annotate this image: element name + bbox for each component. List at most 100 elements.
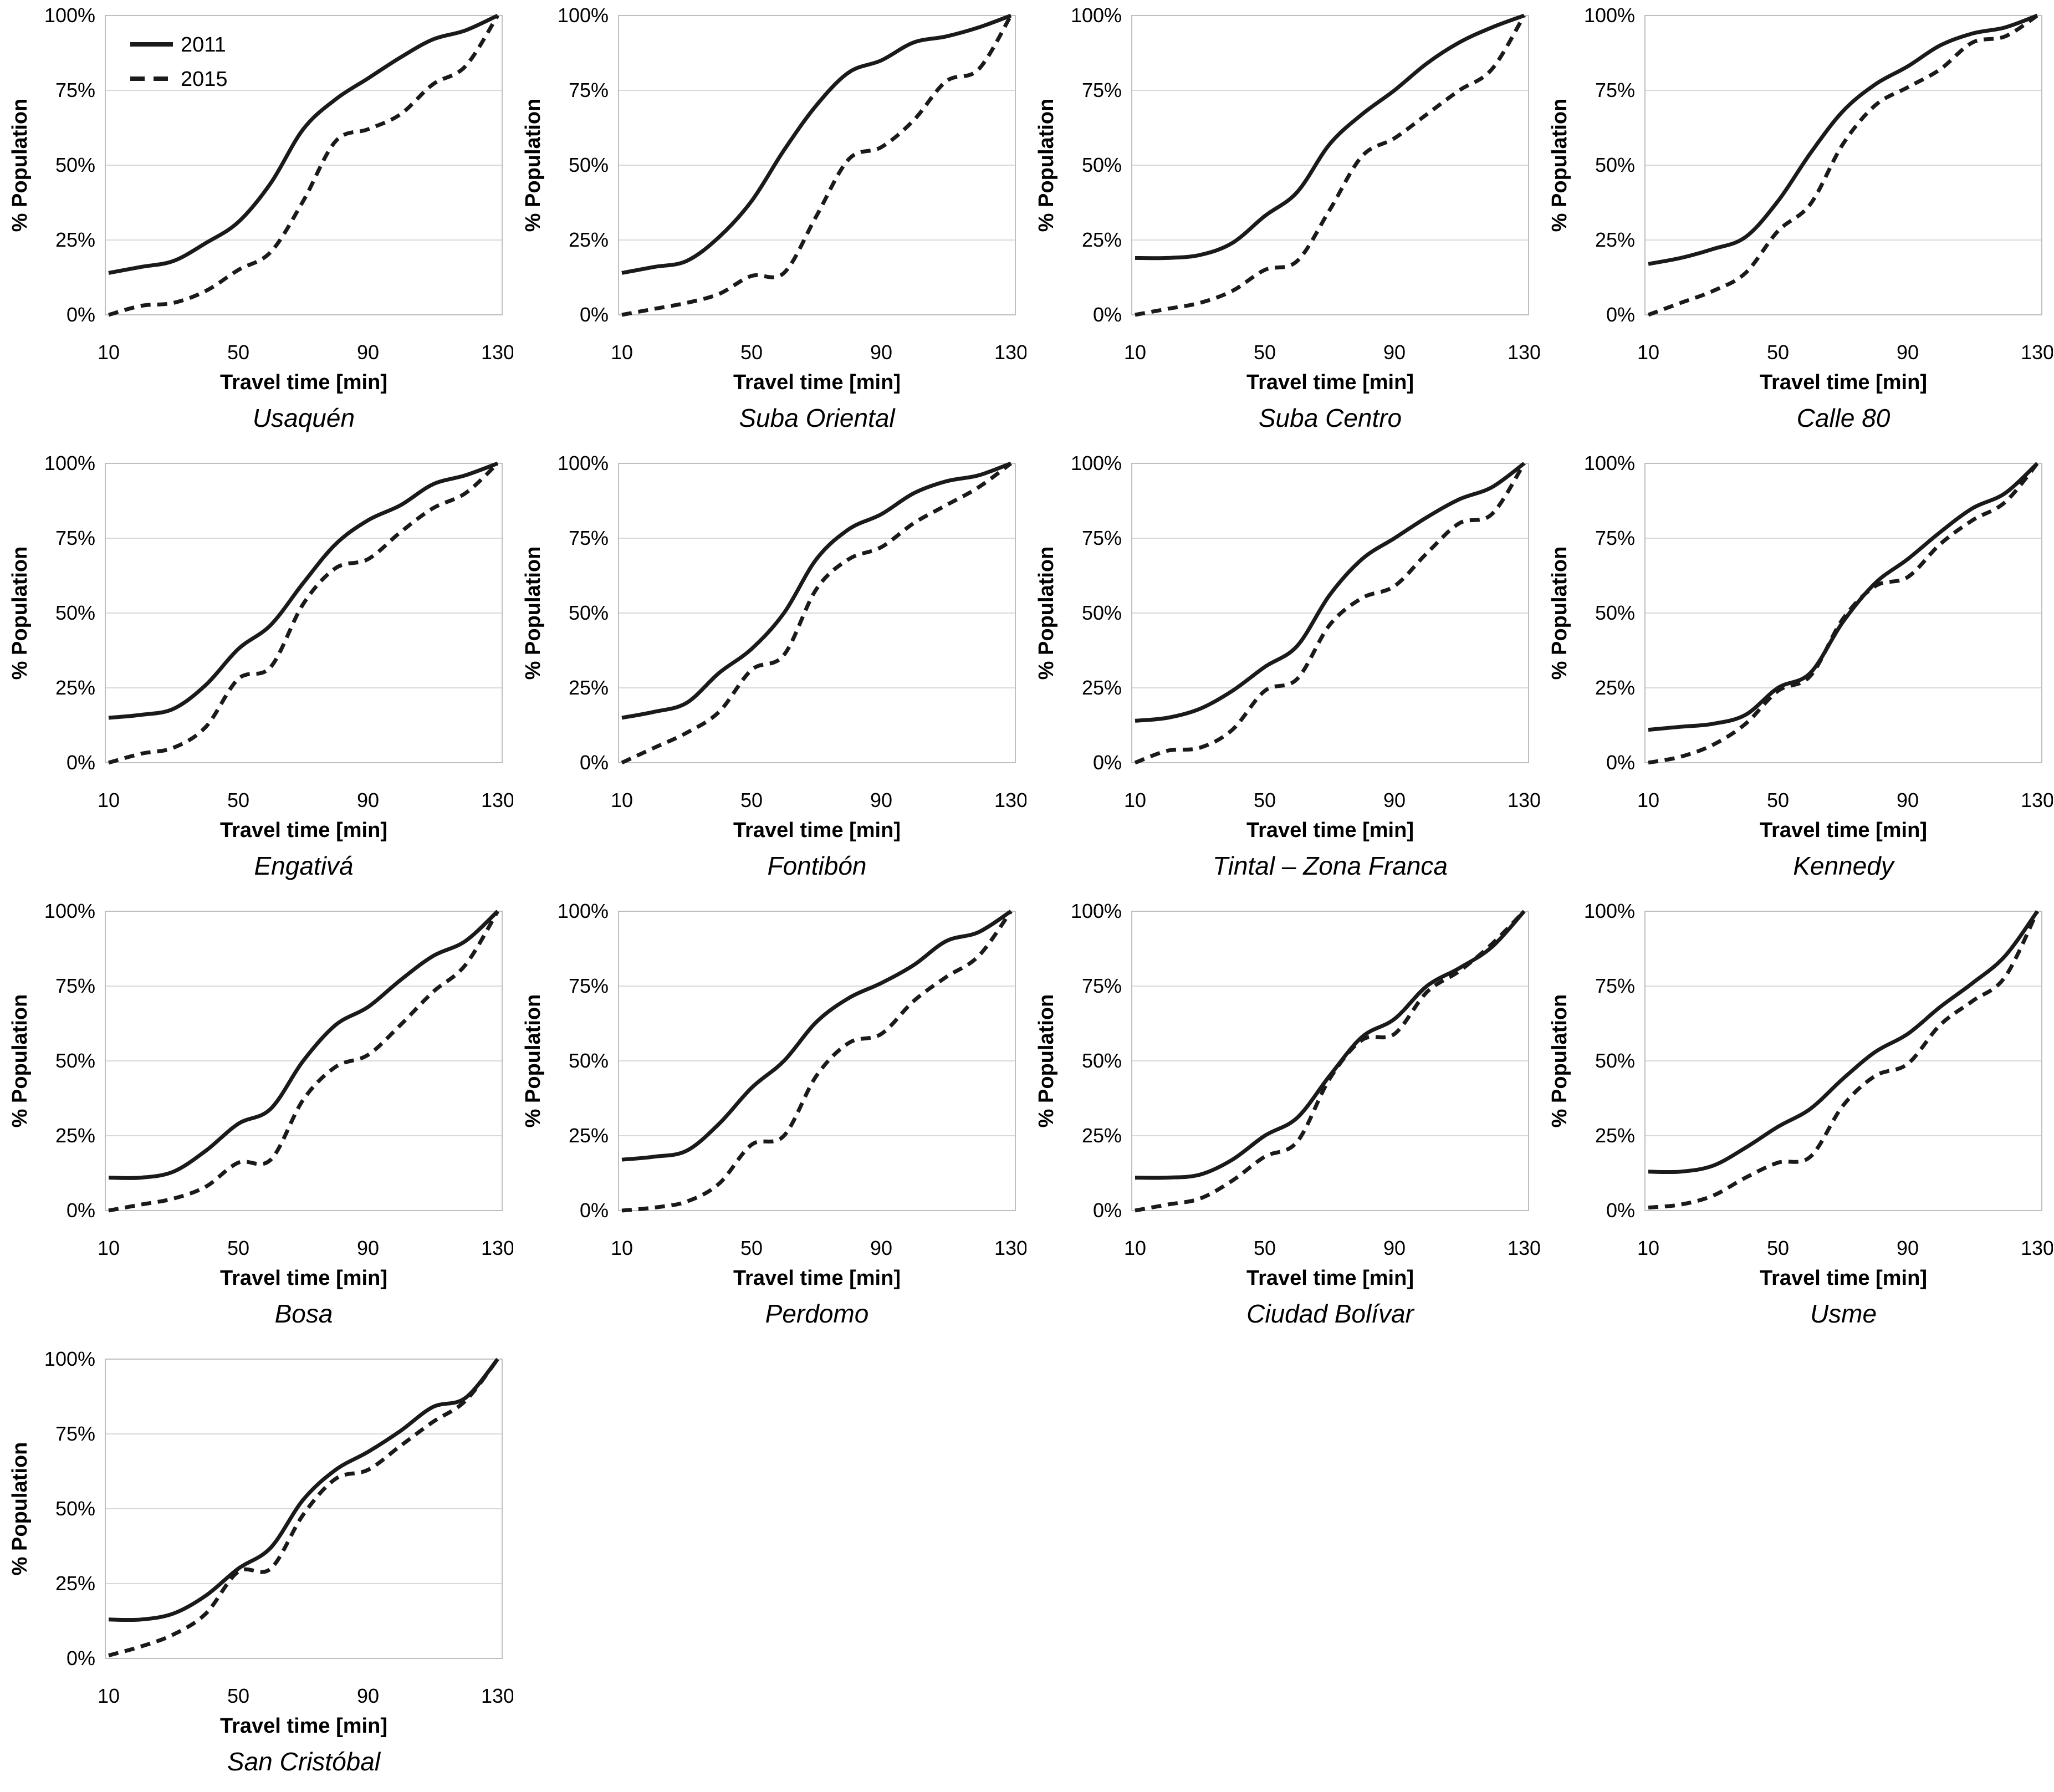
chart-title: Usme (1810, 1299, 1877, 1328)
x-tick-label: 130 (1508, 1237, 1540, 1259)
x-tick-label: 50 (1767, 1237, 1789, 1259)
chart-canvas: 0% 25% 50% 75% 100% 10 50 90 130 % Population Trav… (8, 452, 513, 880)
x-tick-label: 50 (227, 1684, 249, 1707)
x-tick-label: 50 (740, 341, 763, 364)
x-tick-label: 130 (481, 789, 513, 811)
line-2015 (1648, 462, 2039, 765)
y-tick-label: 100% (44, 1347, 95, 1370)
x-tick-label: 130 (481, 1684, 513, 1707)
y-tick-label: 25% (1595, 676, 1635, 699)
x-tick-label: 90 (1897, 1237, 1919, 1259)
y-tick-label: 25% (569, 1124, 609, 1147)
chart-suba-oriental: 0% 25% 50% 75% 100% 10 50 90 130 % Population Trav… (513, 0, 1026, 448)
chart-title: Suba Centro (1259, 404, 1402, 432)
x-tick-label: 10 (611, 1237, 633, 1259)
chart-title: Suba Oriental (739, 404, 896, 432)
y-tick-label: 75% (569, 79, 609, 101)
y-tick-label: 50% (569, 601, 609, 624)
plot-area (105, 463, 503, 763)
x-axis-title: Travel time [min] (220, 1267, 387, 1290)
x-tick-label: 90 (357, 341, 379, 364)
chart-title: Calle 80 (1797, 404, 1891, 432)
line-2015 (621, 14, 1013, 317)
chart-usme: 0% 25% 50% 75% 100% 10 50 90 130 % Population Trav… (1540, 896, 2053, 1344)
x-tick-label: 90 (870, 789, 892, 811)
y-tick-label: 100% (1071, 4, 1122, 27)
x-axis-title: Travel time [min] (220, 1714, 387, 1738)
y-tick-label: 100% (558, 900, 609, 922)
x-tick-label: 90 (357, 1684, 379, 1707)
x-axis-title: Travel time [min] (733, 1267, 901, 1290)
y-tick-label: 25% (1595, 1124, 1635, 1147)
x-axis-title: Travel time [min] (1246, 371, 1414, 394)
x-axis-title: Travel time [min] (1760, 819, 1927, 842)
y-axis-title: % Population (522, 994, 545, 1128)
y-tick-label: 100% (1071, 900, 1122, 922)
line-2011 (108, 13, 499, 275)
x-tick-label: 130 (481, 1237, 513, 1259)
y-tick-label: 25% (569, 228, 609, 251)
x-tick-label: 10 (98, 1237, 120, 1259)
chart-canvas: 0% 25% 50% 75% 100% 10 50 90 130 % Population Trav… (522, 900, 1026, 1328)
chart-kennedy: 0% 25% 50% 75% 100% 10 50 90 130 % Population Trav… (1540, 448, 2053, 896)
y-tick-label: 25% (1082, 1124, 1122, 1147)
y-tick-label: 100% (558, 452, 609, 474)
plot-area (105, 15, 503, 315)
line-2015 (1647, 14, 2038, 317)
chart-title: Perdomo (765, 1299, 869, 1328)
chart-canvas: 0% 25% 50% 75% 100% 10 50 90 130 % Population Trav… (1548, 4, 2053, 432)
x-tick-label: 130 (481, 341, 513, 364)
x-tick-label: 50 (740, 1237, 763, 1259)
x-tick-label: 50 (1254, 1237, 1276, 1259)
y-axis-title: % Population (8, 1442, 32, 1576)
chart-canvas: 0% 25% 50% 75% 100% 10 50 90 130 % Population Trav… (522, 4, 1026, 432)
x-tick-label: 10 (1637, 789, 1659, 811)
y-tick-label: 0% (67, 1199, 95, 1222)
line-2011 (621, 13, 1012, 275)
y-tick-label: 75% (1595, 974, 1635, 997)
legend-label: 2011 (181, 33, 226, 57)
y-tick-label: 0% (67, 751, 95, 774)
x-tick-label: 130 (2021, 1237, 2053, 1259)
chart-canvas: 0% 25% 50% 75% 100% 10 50 90 130 % Population Trav… (8, 900, 513, 1328)
y-axis-title: % Population (522, 547, 545, 680)
x-tick-label: 90 (870, 1237, 892, 1259)
x-tick-label: 10 (98, 341, 120, 364)
line-2015 (1135, 14, 1526, 317)
x-axis-title: Travel time [min] (733, 819, 901, 842)
y-tick-label: 50% (569, 1049, 609, 1072)
x-tick-label: 90 (1383, 341, 1406, 364)
y-tick-label: 75% (55, 1422, 95, 1445)
y-tick-label: 25% (1082, 228, 1122, 251)
y-tick-label: 0% (1093, 751, 1122, 774)
x-tick-label: 10 (1637, 341, 1659, 364)
legend-label: 2015 (181, 68, 228, 91)
y-tick-label: 0% (67, 303, 95, 326)
x-tick-label: 90 (1383, 1237, 1406, 1259)
line-2011 (1648, 13, 2038, 266)
x-tick-label: 50 (1767, 789, 1789, 811)
y-tick-label: 75% (569, 974, 609, 997)
y-tick-label: 50% (1082, 601, 1122, 624)
x-tick-label: 130 (1508, 789, 1540, 811)
plot-area (618, 911, 1016, 1211)
x-tick-label: 50 (227, 789, 249, 811)
line-2011 (1648, 462, 2039, 732)
y-tick-label: 50% (1595, 601, 1635, 624)
chart-title: Engativá (254, 851, 353, 880)
y-tick-label: 0% (1606, 751, 1635, 774)
line-2011 (108, 910, 499, 1180)
y-tick-label: 25% (55, 228, 95, 251)
y-tick-label: 0% (1606, 303, 1635, 326)
line-2011 (621, 910, 1012, 1162)
y-tick-label: 75% (1082, 974, 1122, 997)
chart-title: Bosa (275, 1299, 333, 1328)
y-tick-label: 0% (67, 1647, 95, 1670)
y-axis-title: % Population (1035, 994, 1058, 1128)
line-2015 (108, 462, 499, 765)
line-2011 (1135, 462, 1526, 723)
x-tick-label: 90 (1897, 341, 1919, 364)
line-2015 (1134, 462, 1526, 765)
x-tick-label: 90 (357, 789, 379, 811)
y-tick-label: 50% (55, 154, 95, 176)
